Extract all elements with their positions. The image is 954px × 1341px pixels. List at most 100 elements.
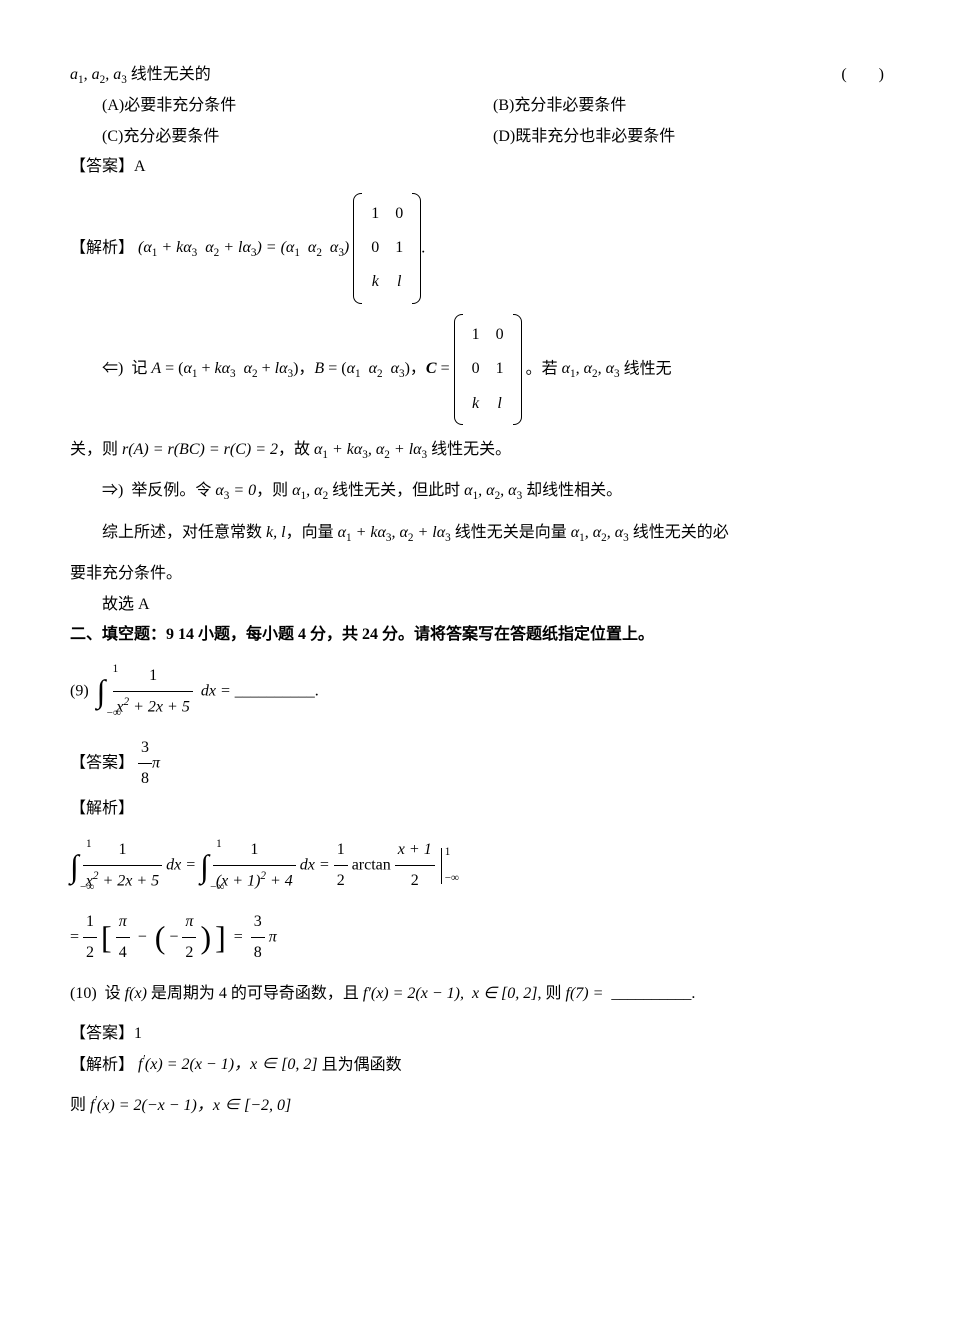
q9w2-t1: π4 bbox=[116, 907, 130, 969]
q9-work-1: ∫1−∞ 1x2 + 2x + 5 dx = ∫1−∞ 1(x + 1)2 + … bbox=[70, 835, 884, 897]
answer-10-line: 【答案】1 bbox=[70, 1019, 884, 1049]
analysis-10: 【解析】 f′(x) = 2(x − 1)，x ∈ [0, 2] 且为偶函数 bbox=[70, 1050, 884, 1081]
paren-blank: ( ) bbox=[841, 60, 884, 90]
q10-work-2: 则 f′(x) = 2(−x − 1)，x ∈ [−2, 0] bbox=[70, 1090, 884, 1121]
impl-right-line: ⇒) 举反例。令 α3 = 0，则 α1, α2 线性无关，但此时 α1, α2… bbox=[70, 476, 884, 507]
answer-label-10: 【答案】 bbox=[70, 1025, 134, 1042]
hence-line: 故选 A bbox=[70, 590, 884, 620]
q10-text: 设 f(x) 是周期为 4 的可导奇函数，且 f′(x) = 2(x − 1),… bbox=[105, 985, 604, 1002]
q9w2-rb: ] bbox=[215, 907, 226, 968]
q9w1-eval: 1−∞ bbox=[441, 848, 442, 883]
options-row-2: (C)充分必要条件 (D)既非充分也非必要条件 bbox=[70, 122, 884, 152]
m-21: l bbox=[397, 273, 401, 290]
q9w1-arctan: arctan bbox=[352, 857, 391, 874]
q9w1-l2: −∞ bbox=[210, 877, 224, 898]
matrix-c-2: 10 01 kl bbox=[454, 314, 522, 425]
q9w2-eq1: = bbox=[70, 929, 79, 946]
analysis-label-9: 【解析】 bbox=[70, 794, 884, 824]
q-stem-row: a1, a2, a3 线性无关的 ( ) bbox=[70, 60, 884, 91]
q9-integrand: 1 x2 + 2x + 5 bbox=[113, 661, 192, 723]
q9w1-n2: 1 bbox=[213, 835, 296, 866]
m-20: k bbox=[372, 273, 379, 290]
q9w1-half: 12 bbox=[334, 835, 348, 897]
q9w2-hn: 1 bbox=[83, 907, 97, 938]
analysis-label-10: 【解析】 bbox=[70, 1056, 134, 1073]
summary-line-2: 要非充分条件。 bbox=[70, 559, 884, 589]
q9w1-int1: ∫1−∞ bbox=[70, 836, 79, 897]
q10-line: (10) 设 f(x) 是周期为 4 的可导奇函数，且 f′(x) = 2(x … bbox=[70, 979, 884, 1009]
m2-21: l bbox=[497, 395, 501, 412]
q-stem: a1, a2, a3 线性无关的 bbox=[70, 60, 211, 91]
q9-blank: __________. bbox=[235, 682, 319, 699]
q9w1-u2: 1 bbox=[216, 834, 222, 855]
q10-blank: __________. bbox=[611, 985, 695, 1002]
q10-work-1-tail: 且为偶函数 bbox=[322, 1056, 402, 1073]
answer-9-pi: π bbox=[152, 754, 160, 771]
q9w1-hd: 2 bbox=[334, 866, 348, 896]
answer-a: A bbox=[134, 158, 146, 175]
q9w1-arg-n: x + 1 bbox=[395, 835, 435, 866]
q9-line: (9) ∫1−∞ 1 x2 + 2x + 5 dx = __________. bbox=[70, 661, 884, 723]
summary-line-1: 综上所述，对任意常数 k, l，向量 α1 + kα3, α2 + lα3 线性… bbox=[70, 518, 884, 549]
q9w1-dx1: dx = bbox=[166, 857, 200, 874]
q9w1-frac2: 1(x + 1)2 + 4 bbox=[213, 835, 296, 897]
eq1-left: (α1 + kα3 α2 + lα3) = (α1 α2 α3) bbox=[138, 239, 349, 256]
rank-line: 关，则 r(A) = r(BC) = r(C) = 2，故 α1 + kα3, … bbox=[70, 435, 884, 466]
q9-dx: dx = bbox=[197, 682, 235, 699]
m2-01: 0 bbox=[488, 318, 512, 352]
q9-work-2: = 12 [ π4 − ( − π2 ) ] = 38 π bbox=[70, 907, 884, 969]
answer-10: 1 bbox=[134, 1025, 142, 1042]
q9w2-rp: ) bbox=[200, 907, 211, 968]
m2-20: k bbox=[472, 395, 479, 412]
m-10: 0 bbox=[363, 231, 387, 265]
q9w2-res: 38 bbox=[251, 907, 265, 969]
q9w2-t1n: π bbox=[116, 907, 130, 938]
q9w1-ev-l: −∞ bbox=[445, 868, 459, 889]
m-00: 1 bbox=[363, 197, 387, 231]
q9w2-hd: 2 bbox=[83, 938, 97, 968]
analysis-label: 【解析】 bbox=[70, 239, 134, 256]
q9w1-arg: x + 12 bbox=[395, 835, 435, 897]
m-01: 0 bbox=[387, 197, 411, 231]
answer-9-frac: 38 bbox=[138, 733, 152, 795]
q9w2-lp: ( bbox=[155, 907, 166, 968]
answer-label-9: 【答案】 bbox=[70, 754, 134, 771]
q9w2-t2n: π bbox=[182, 907, 196, 938]
q9w2-half: 12 bbox=[83, 907, 97, 969]
q9-int-lower: −∞ bbox=[107, 703, 121, 724]
option-a: (A)必要非充分条件 bbox=[102, 91, 493, 121]
option-c: (C)充分必要条件 bbox=[102, 122, 493, 152]
q9-label: (9) bbox=[70, 682, 89, 699]
q9w2-t2d: 2 bbox=[182, 938, 196, 968]
q9w2-t1d: 4 bbox=[116, 938, 130, 968]
q9-integral: ∫1−∞ bbox=[97, 661, 106, 722]
q9w1-u1: 1 bbox=[86, 834, 92, 855]
answer-9-line: 【答案】 38π bbox=[70, 733, 884, 795]
m2-10: 0 bbox=[464, 352, 488, 386]
impl-left-line: ⇐) 记 A = (α1 + kα3 α2 + lα3)，B = (α1 α2 … bbox=[70, 314, 884, 425]
q9w1-n1: 1 bbox=[83, 835, 162, 866]
q9w2-rn: 3 bbox=[251, 907, 265, 938]
q9-integrand-den: x2 + 2x + 5 bbox=[113, 692, 192, 723]
q9w1-hn: 1 bbox=[334, 835, 348, 866]
matrix-c-1: 10 01 kl bbox=[353, 193, 421, 304]
q9w1-frac1: 1x2 + 2x + 5 bbox=[83, 835, 162, 897]
q9w2-eq2: = bbox=[230, 929, 247, 946]
q9w2-neg: − bbox=[169, 929, 178, 946]
answer-a-line: 【答案】A bbox=[70, 152, 884, 182]
a9-d: 8 bbox=[138, 764, 152, 794]
q9w2-t2: π2 bbox=[182, 907, 196, 969]
q9w1-int2: ∫1−∞ bbox=[200, 836, 209, 897]
section-2-title: 二、填空题：9󠄀 14 小题，每小题 4 分，共 24 分。请将答案写在答题纸指… bbox=[70, 620, 884, 650]
q10-label: (10) bbox=[70, 985, 97, 1002]
q9w1-l1: −∞ bbox=[80, 877, 94, 898]
q9w1-ev-u: 1 bbox=[445, 842, 451, 863]
q9w2-pi: π bbox=[269, 929, 277, 946]
q9w2-rd: 8 bbox=[251, 938, 265, 968]
a9-n: 3 bbox=[138, 733, 152, 764]
q9w1-dx2: dx = bbox=[300, 857, 334, 874]
q9-int-upper: 1 bbox=[113, 659, 119, 680]
answer-label: 【答案】 bbox=[70, 158, 134, 175]
option-d: (D)既非充分也非必要条件 bbox=[493, 122, 884, 152]
eq1-tail: . bbox=[421, 239, 425, 256]
